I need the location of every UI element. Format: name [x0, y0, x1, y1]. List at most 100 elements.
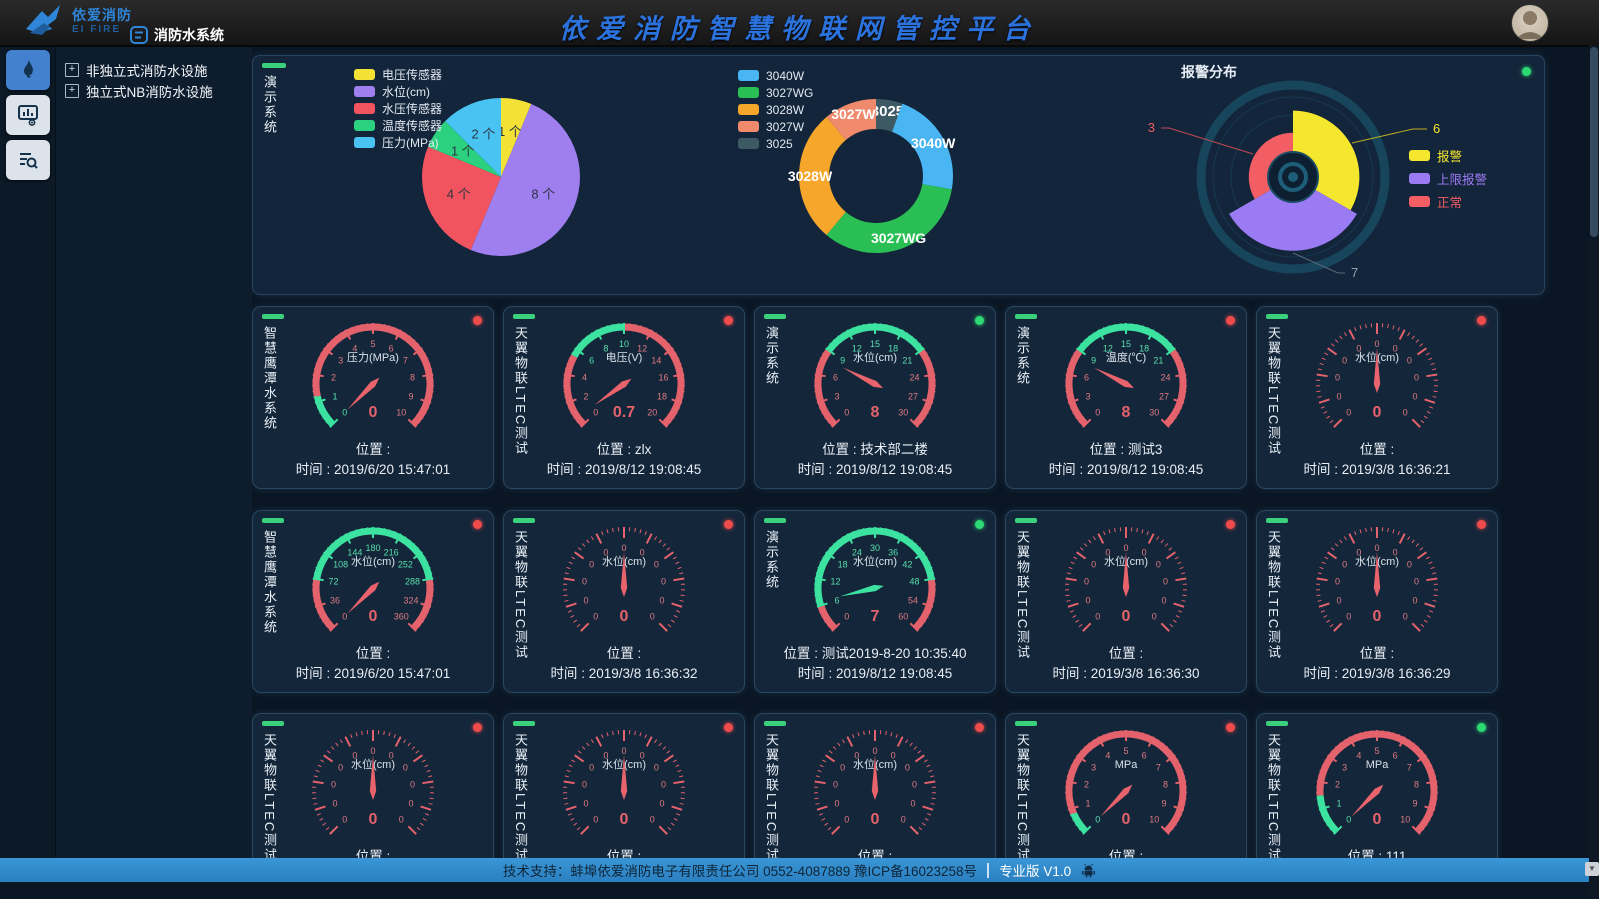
- sidebar-item-monitor[interactable]: [5, 95, 50, 135]
- svg-text:0: 0: [589, 762, 594, 772]
- expand-icon[interactable]: +: [65, 83, 79, 98]
- avatar-photo: [1516, 11, 1544, 39]
- svg-text:MPa: MPa: [1115, 759, 1139, 771]
- svg-text:0: 0: [1356, 343, 1361, 353]
- gauge-card[interactable]: 天翼物联LTEC测试 00000000000水位(cm)0 位置 :: [754, 713, 996, 858]
- gauge-card[interactable]: 天翼物联LTEC测试 00000000000水位(cm)0 位置 :: [252, 713, 494, 858]
- card-system-label: 天翼物联LTEC测试: [1266, 733, 1281, 858]
- sidebar-item-search[interactable]: [5, 140, 50, 180]
- status-dot-icon: [975, 316, 984, 325]
- svg-text:4: 4: [352, 343, 357, 353]
- scrollbar-down-arrow-icon[interactable]: ▼: [1585, 862, 1599, 876]
- card-time: 时间 : 2019/3/8 16:36:29: [1303, 665, 1451, 681]
- legend-swatch-icon: [1409, 173, 1430, 184]
- svg-text:3: 3: [1148, 120, 1155, 135]
- svg-text:324: 324: [404, 595, 419, 605]
- svg-text:9: 9: [409, 391, 414, 401]
- expand-icon[interactable]: +: [65, 62, 79, 77]
- gauge-card[interactable]: 智慧鹰潭水系统 0 1 2 3 4 5 6 7 8 9 10 压力(MPa) 0 位置 : 时间 : 201…: [252, 306, 494, 489]
- legend-label: 温度传感器: [382, 119, 443, 133]
- legend-item[interactable]: 温度传感器: [354, 117, 442, 134]
- gauge-card[interactable]: 天翼物联LTEC测试 0 2 4 6 8 10 12 14 16 18 20 电压(V) 0.7 位置 : …: [503, 306, 745, 489]
- card-system-label: 天翼物联LTEC测试: [513, 733, 528, 858]
- card-location: 位置 :: [1359, 442, 1395, 457]
- svg-text:0: 0: [1407, 355, 1412, 365]
- legend-label: 报警: [1437, 150, 1463, 164]
- gauge-card[interactable]: 天翼物联LTEC测试 00000000000水位(cm)0 位置 :: [503, 713, 745, 858]
- svg-text:5: 5: [1374, 746, 1379, 756]
- legend-swatch-icon: [1409, 150, 1430, 161]
- svg-text:24: 24: [1160, 373, 1170, 383]
- legend-swatch-icon: [354, 86, 375, 97]
- gauge-card[interactable]: 天翼物联LTEC测试 0 1 2 3 4 5 6 7 8 9 10 MPa 0 位置 : 111: [1256, 713, 1498, 858]
- svg-text:12: 12: [637, 343, 647, 353]
- svg-text:0: 0: [1393, 343, 1398, 353]
- gauge-card[interactable]: 演示系统 0 6 12 18 24 30 36 42 48 54 60 水位(cm) 7 位置 : 测试20…: [754, 509, 996, 693]
- svg-text:2: 2: [583, 391, 588, 401]
- legend-item[interactable]: 报警: [1409, 144, 1487, 167]
- svg-text:MPa: MPa: [1366, 759, 1390, 771]
- svg-text:6: 6: [1084, 373, 1089, 383]
- legend-item[interactable]: 3027WG: [738, 84, 813, 101]
- svg-text:电压(V): 电压(V): [606, 351, 643, 364]
- card-tick: [764, 517, 786, 523]
- legend-item[interactable]: 3025: [738, 135, 813, 152]
- tree-item[interactable]: + 非独立式消防水设施: [65, 59, 252, 80]
- card-location: 位置 :: [606, 645, 642, 661]
- svg-text:6: 6: [833, 373, 838, 383]
- card-location: 位置 : zlx: [596, 442, 652, 457]
- gauge-card[interactable]: 天翼物联LTEC测试 00000000000水位(cm)0 位置 : 时间 : 20…: [1256, 306, 1498, 489]
- card-tick: [513, 721, 535, 726]
- card-time: 时间 : 2019/8/12 19:08:45: [546, 462, 702, 477]
- svg-text:0: 0: [1163, 576, 1168, 586]
- svg-text:0: 0: [603, 547, 608, 557]
- svg-text:0: 0: [1346, 407, 1351, 417]
- panel-system-label: 演示系统: [262, 75, 277, 135]
- gauge-card[interactable]: 天翼物联LTEC测试 0 1 2 3 4 5 6 7 8 9 10 MPa 0 位置 :: [1005, 713, 1247, 858]
- brand-subtitle: EI FIRE: [72, 23, 122, 35]
- svg-text:0: 0: [1152, 611, 1157, 621]
- legend-item[interactable]: 3040W: [738, 67, 813, 84]
- scrollbar-thumb[interactable]: [1590, 47, 1598, 237]
- svg-text:9: 9: [1162, 798, 1167, 808]
- legend-item[interactable]: 水位(cm): [354, 83, 442, 100]
- sidebar-item-fire-overview[interactable]: [5, 50, 50, 90]
- tree-item[interactable]: + 独立式NB消防水设施: [65, 80, 252, 101]
- panel-tick: [262, 63, 286, 68]
- svg-text:9: 9: [1091, 355, 1096, 365]
- svg-text:0: 0: [410, 780, 415, 790]
- legend-item[interactable]: 上限报警: [1409, 167, 1487, 190]
- svg-text:0: 0: [654, 762, 659, 772]
- svg-text:0: 0: [593, 407, 598, 417]
- svg-text:1 个: 1 个: [498, 124, 522, 139]
- legend-item[interactable]: 水压传感器: [354, 100, 442, 117]
- card-system-label: 天翼物联LTEC测试: [1266, 529, 1281, 660]
- gauge-card[interactable]: 演示系统 0 3 6 9 12 15 18 21 24 27 30 温度(℃) 8 位置 : 测试3 时间 :…: [1005, 306, 1247, 489]
- gauge-card[interactable]: 智慧鹰潭水系统 0 36 72 108 144 180 216 252 288 324 360 水位(c…: [252, 509, 494, 693]
- legend-item[interactable]: 压力(MPa): [354, 134, 442, 151]
- legend-swatch-icon: [738, 121, 759, 132]
- legend-item[interactable]: 3028W: [738, 101, 813, 118]
- legend-swatch-icon: [1409, 196, 1430, 207]
- scrollbar[interactable]: ▼: [1585, 45, 1599, 899]
- gauge-card[interactable]: 演示系统 0 3 6 9 12 15 18 21 24 27 30 水位(cm) 8 位置 : 技术部二楼时…: [754, 306, 996, 489]
- gauge-card[interactable]: 天翼物联LTEC测试 00000000000水位(cm)0 位置 : 时间 : 20…: [1256, 509, 1498, 693]
- legend-label: 3027WG: [766, 85, 814, 100]
- legend-item[interactable]: 电压传感器: [354, 66, 442, 83]
- card-location: 位置 :: [606, 849, 642, 858]
- status-dot-icon: [473, 316, 482, 325]
- gauge-card[interactable]: 天翼物联LTEC测试 00000000000水位(cm)0 位置 : 时间 : 20…: [1005, 509, 1247, 693]
- avatar[interactable]: [1511, 4, 1549, 42]
- gauge-card[interactable]: 天翼物联LTEC测试 00000000000水位(cm)0 位置 : 时间 : 20…: [503, 509, 745, 693]
- module-chip[interactable]: 消防水系统: [130, 25, 224, 45]
- card-location: 位置 :: [355, 849, 391, 858]
- svg-text:0: 0: [844, 814, 849, 824]
- legend-item[interactable]: 正常: [1409, 190, 1487, 213]
- svg-text:0: 0: [1403, 407, 1408, 417]
- svg-text:0: 0: [660, 595, 665, 605]
- legend-item[interactable]: 3027W: [738, 118, 813, 135]
- card-location: 位置 :: [1359, 645, 1395, 661]
